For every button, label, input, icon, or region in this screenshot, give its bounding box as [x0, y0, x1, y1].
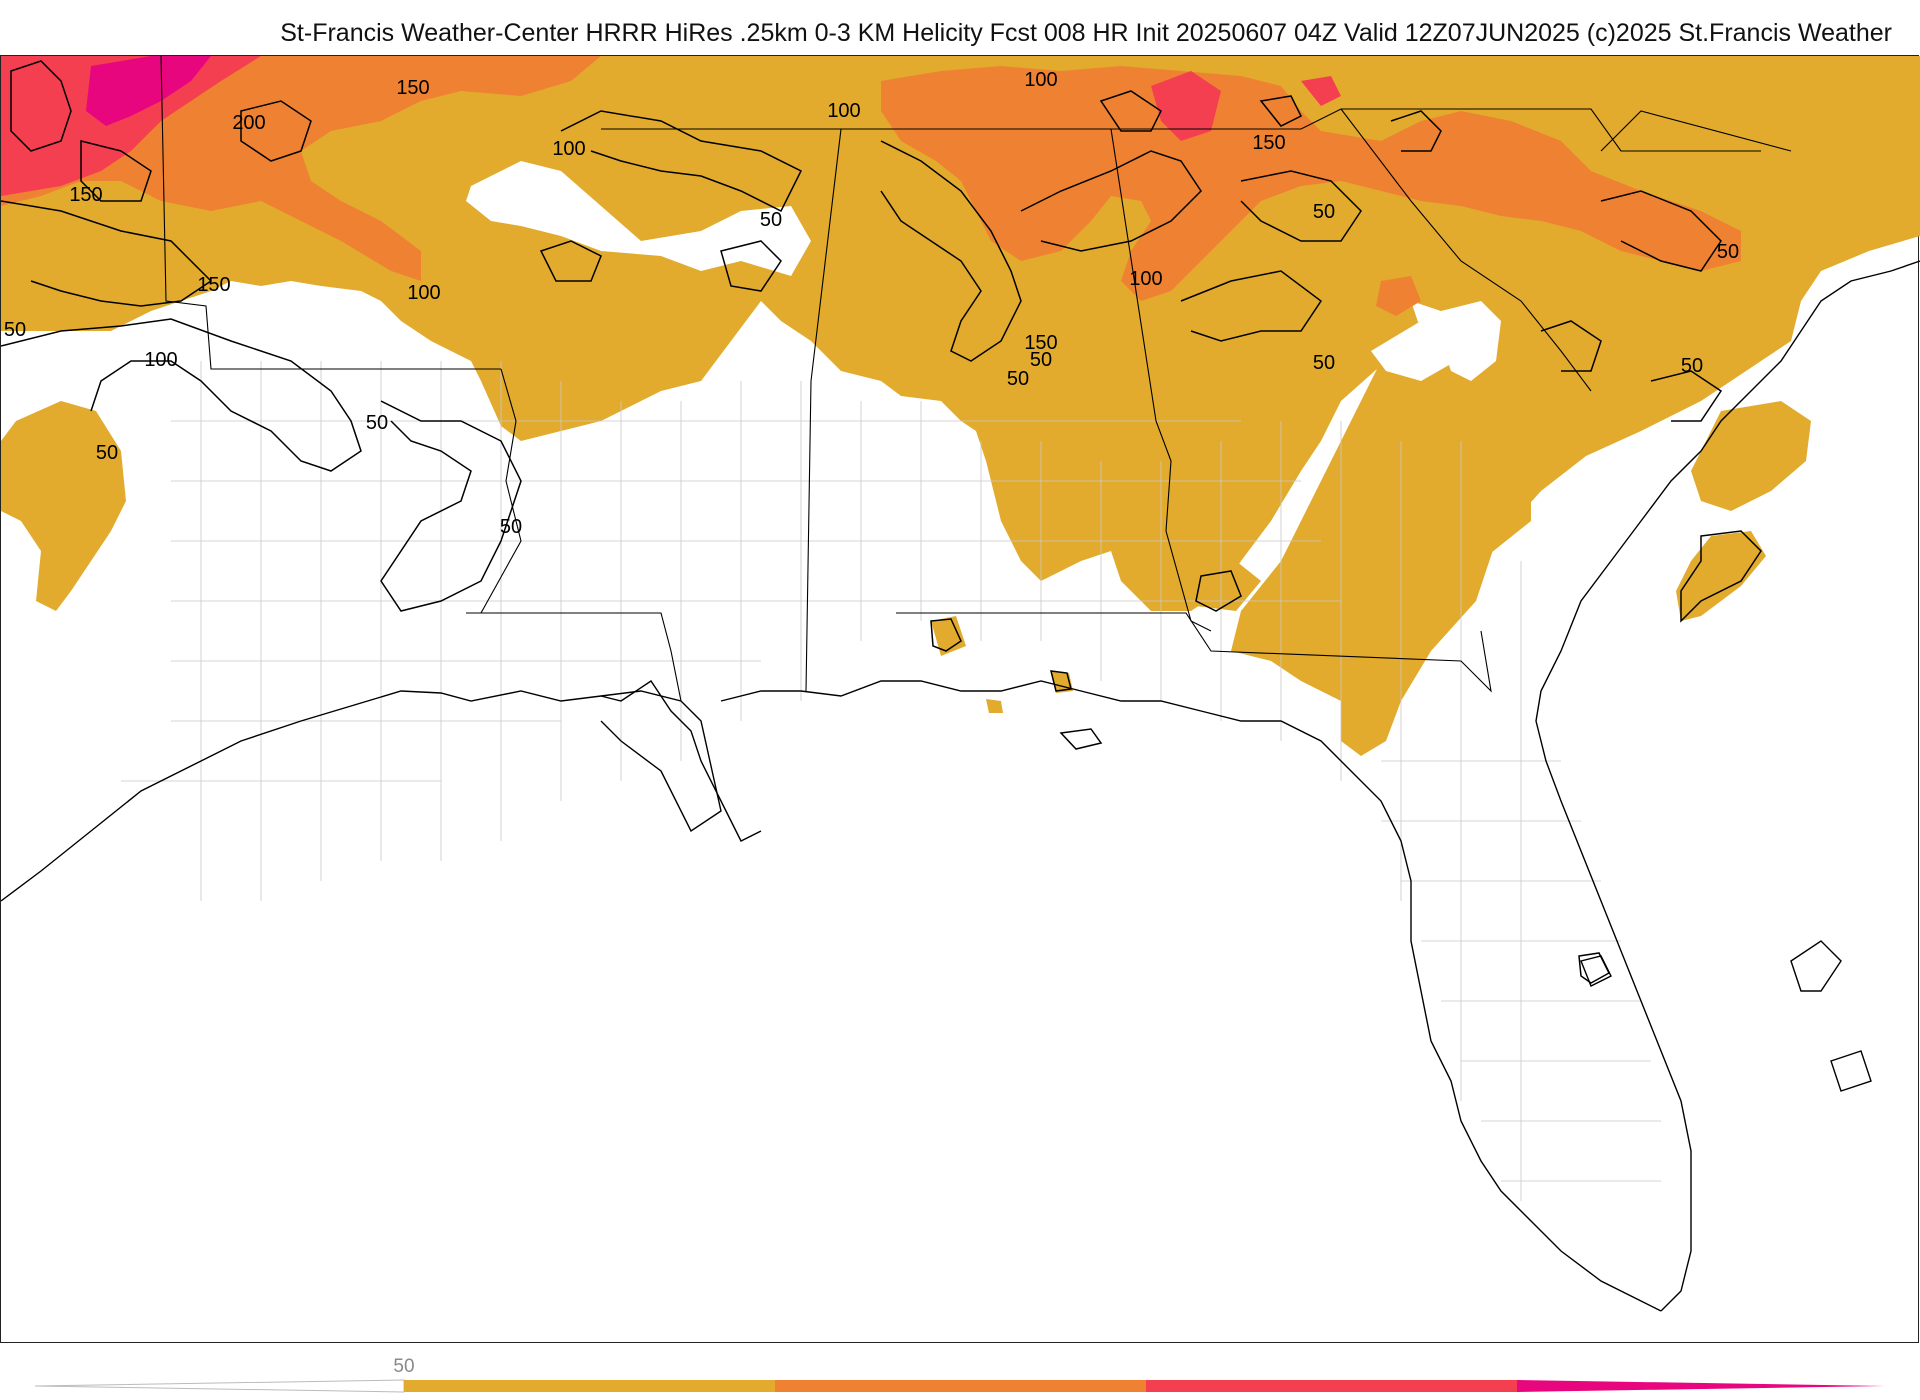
helicity-band-100 [881, 66, 1741, 301]
contour-label: 50 [760, 209, 782, 231]
helicity-band-50 [1186, 561, 1261, 611]
legend-upper-triangle [1517, 1380, 1885, 1392]
helicity-band-50 [931, 616, 966, 656]
contour-label: 100 [1024, 69, 1057, 91]
contour-label: 50 [500, 516, 522, 538]
helicity-gap [1371, 321, 1461, 381]
state-borders [160, 56, 1792, 702]
contour-label: 50 [1007, 368, 1029, 390]
legend-lower-triangle [34, 1379, 405, 1393]
contour-label: 100 [144, 349, 177, 371]
contour-label: 50 [1313, 201, 1335, 223]
helicity-band-100 [1376, 276, 1421, 316]
contour-label: 150 [1024, 332, 1057, 354]
contour-label: 50 [96, 442, 118, 464]
helicity-band-50 [1, 401, 126, 611]
helicity-contours [1, 60, 1762, 984]
helicity-band-150 [1151, 71, 1221, 141]
contour-label: 150 [1252, 132, 1285, 154]
helicity-band-50 [986, 699, 1003, 713]
contour-label: 100 [827, 100, 860, 122]
helicity-band-150 [1301, 76, 1341, 106]
helicity-band-50 [1331, 381, 1531, 651]
helicity-band-150 [1, 56, 261, 196]
contour-label: 200 [232, 112, 265, 134]
helicity-band-50 [1676, 531, 1766, 621]
contour-label: 50 [1681, 355, 1703, 377]
contour-label: 50 [4, 319, 26, 341]
legend-tick-label: 50 [393, 1356, 414, 1377]
contour-label: 150 [197, 274, 230, 296]
helicity-gap [466, 161, 811, 276]
contour-label: 150 [69, 184, 102, 206]
contour-label: 50 [1030, 349, 1052, 371]
contour-label: 100 [1129, 268, 1162, 290]
color-legend: 50 [0, 1343, 1920, 1400]
county-borders [121, 361, 1661, 1201]
legend-swatch-150 [1146, 1380, 1517, 1392]
helicity-band-50 [1691, 401, 1811, 511]
contour-label: 50 [366, 412, 388, 434]
helicity-band-200 [86, 56, 211, 126]
contour-label: 50 [1313, 352, 1335, 374]
legend-swatch-100 [775, 1380, 1146, 1392]
contour-label: 100 [552, 138, 585, 160]
coastline [1, 260, 1920, 1312]
helicity-fill-layer [1, 56, 1920, 756]
contour-label: 150 [396, 77, 429, 99]
contour-label: 50 [1717, 241, 1739, 263]
map-panel[interactable]: 150 200 150 100 150 100 50 100 150 50 10… [0, 55, 1920, 1343]
map-title: St-Francis Weather-Center HRRR HiRes .25… [280, 19, 1892, 47]
contour-label: 100 [407, 282, 440, 304]
legend-swatch-50 [404, 1380, 775, 1392]
contour-labels: 150 200 150 100 150 100 50 100 150 50 10… [4, 69, 1739, 538]
